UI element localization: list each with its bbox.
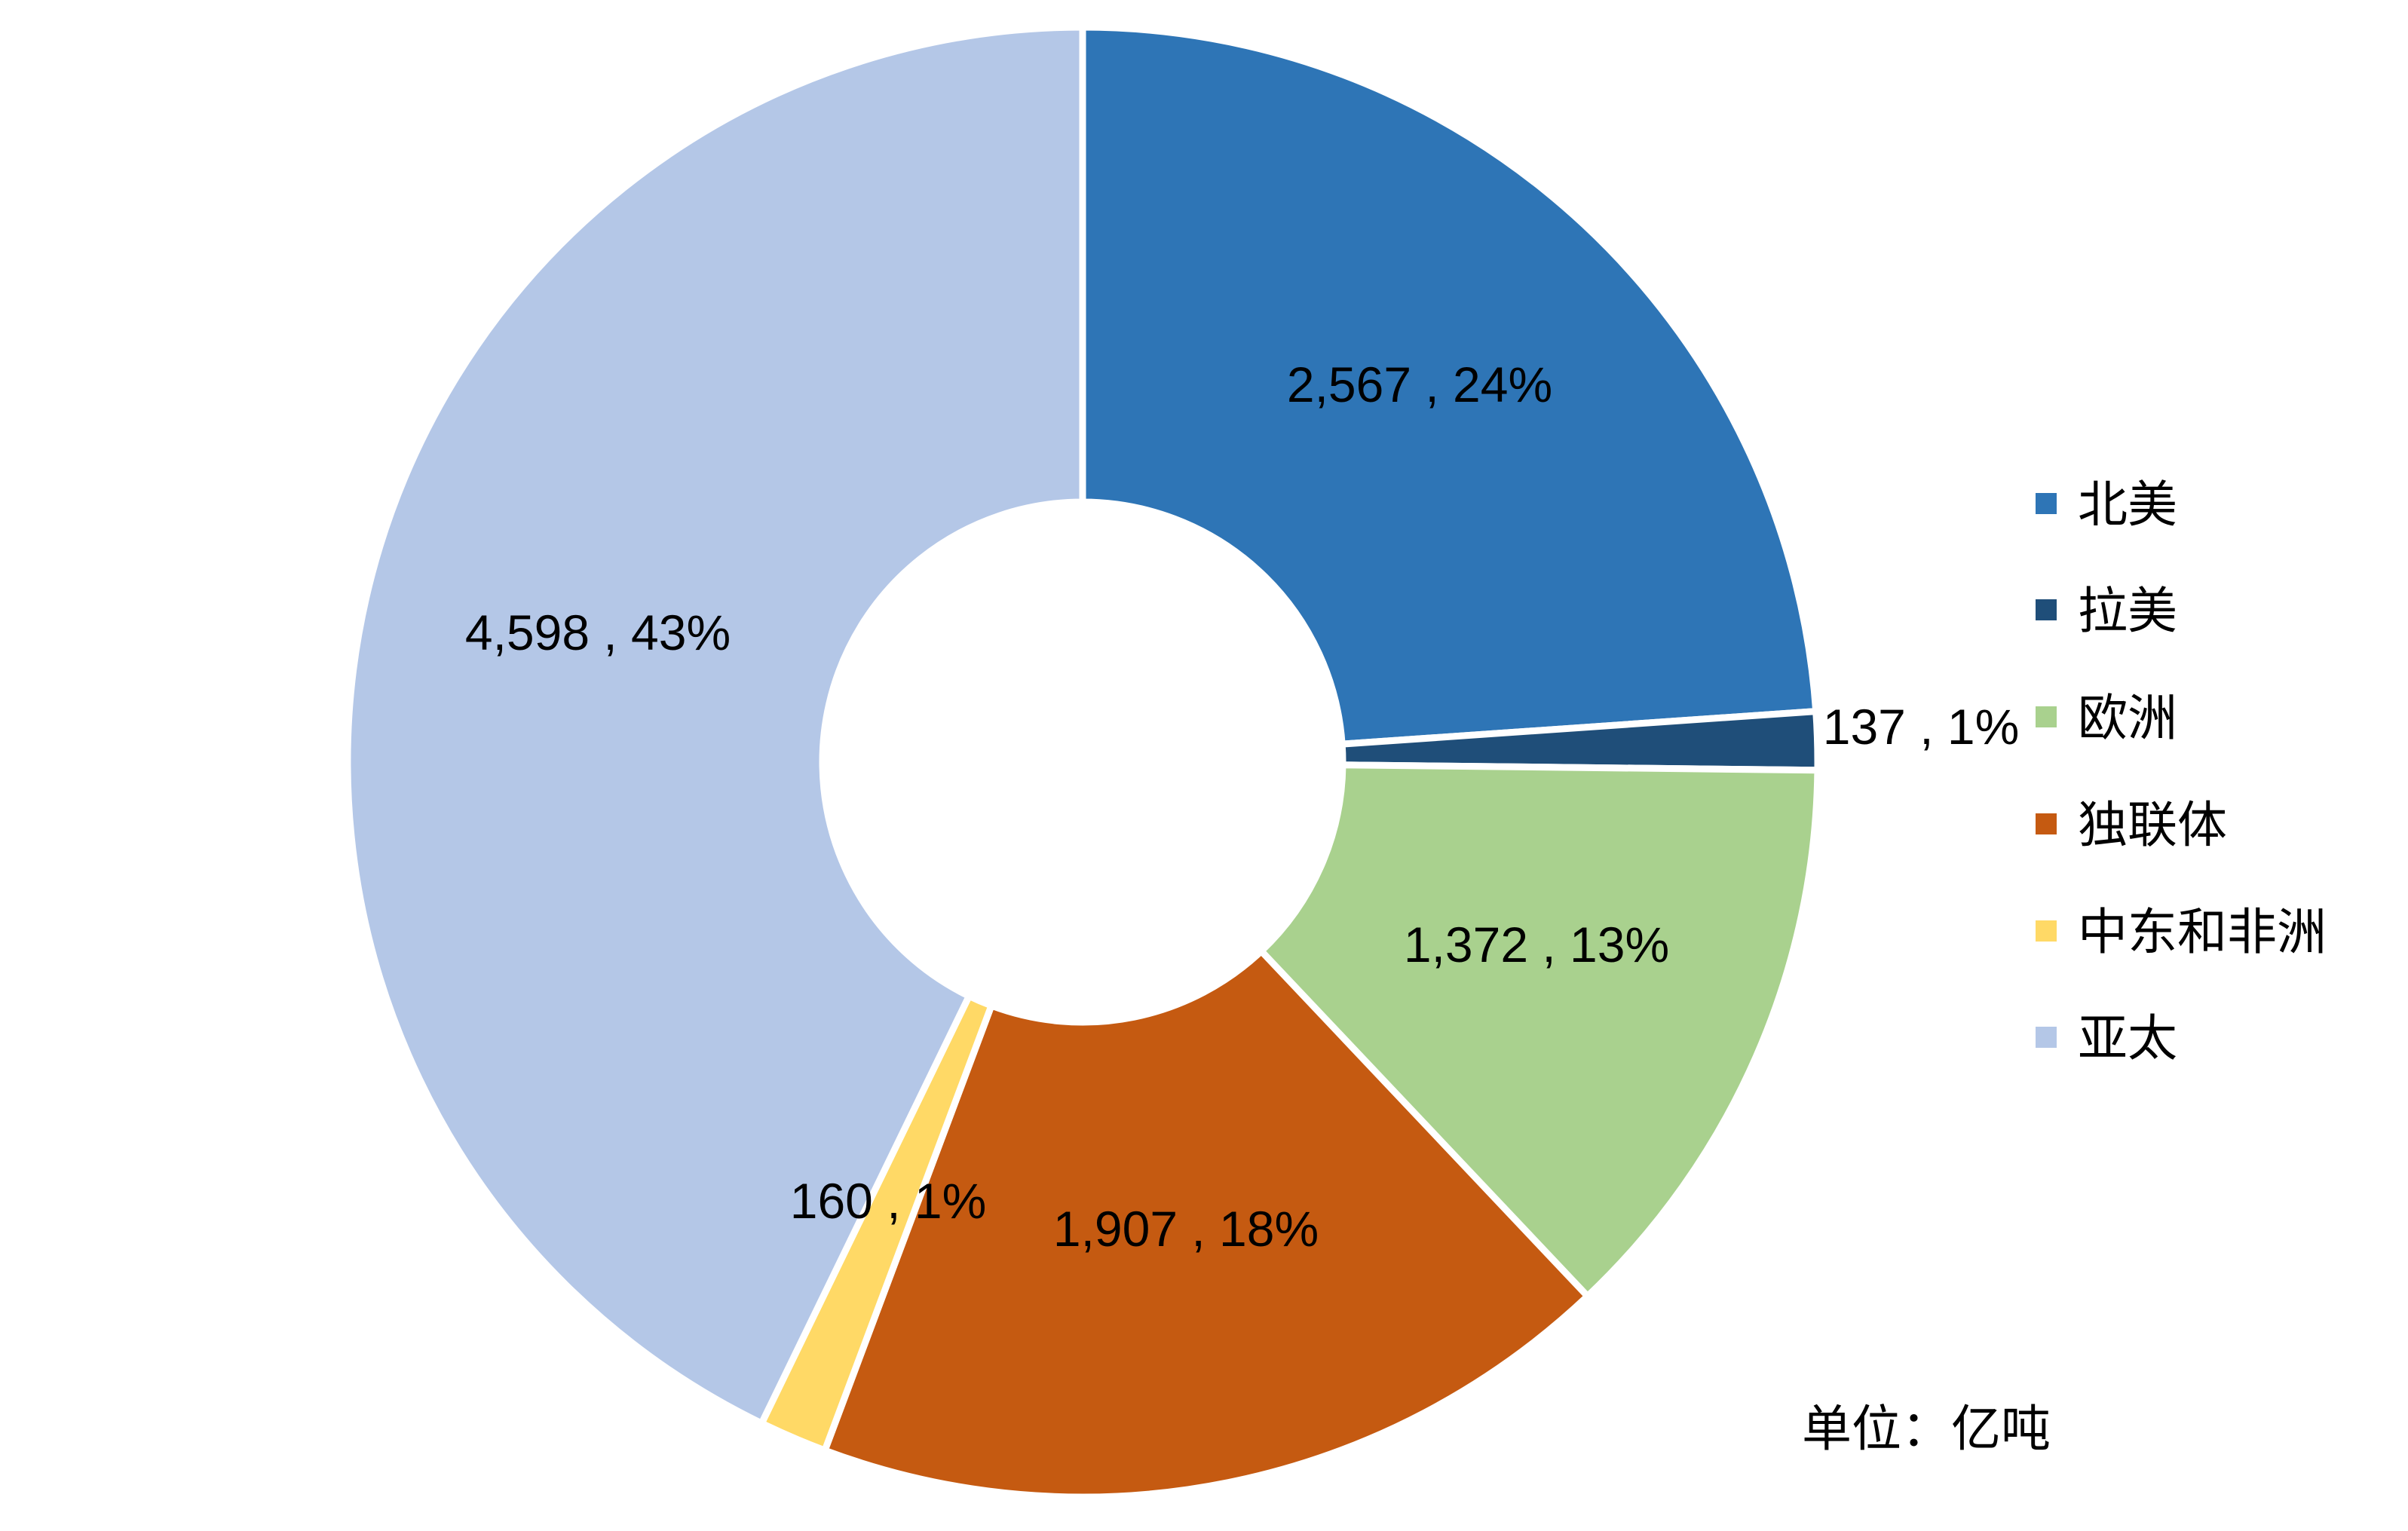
data-label-latin-america: 137 , 1% xyxy=(1823,699,2020,755)
slice-europe xyxy=(1258,761,1821,1300)
legend-label-asia-pacific: 亚太 xyxy=(2078,1009,2177,1067)
legend-label-middle-east-africa: 中东和非洲 xyxy=(2078,903,2327,961)
slice-asia-pacific xyxy=(344,23,1086,1427)
legend-item-europe: 欧洲 xyxy=(2036,689,2177,747)
legend-item-north-america: 北美 xyxy=(2036,476,2177,534)
legend: 北美 拉美 欧洲 独联体 中东和非洲 亚太 xyxy=(2036,476,2327,1067)
data-label-north-america: 2,567 , 24% xyxy=(1287,357,1552,412)
legend-label-europe: 欧洲 xyxy=(2078,689,2177,747)
legend-item-cis: 独联体 xyxy=(2036,796,2227,854)
legend-swatch-middle-east-africa xyxy=(2036,920,2057,942)
unit-label: 单位：亿吨 xyxy=(1802,1400,2051,1458)
legend-item-middle-east-africa: 中东和非洲 xyxy=(2036,903,2327,961)
legend-swatch-europe xyxy=(2036,706,2057,727)
slice-cis xyxy=(821,948,1592,1501)
legend-swatch-asia-pacific xyxy=(2036,1027,2057,1048)
legend-swatch-cis xyxy=(2036,813,2057,834)
legend-swatch-north-america xyxy=(2036,493,2057,514)
legend-item-asia-pacific: 亚太 xyxy=(2036,1009,2177,1067)
slice-north-america xyxy=(1079,23,1820,748)
data-label-middle-east-africa: 160 , 1% xyxy=(790,1173,987,1229)
legend-swatch-latin-america xyxy=(2036,599,2057,620)
legend-label-north-america: 北美 xyxy=(2078,476,2177,534)
legend-label-latin-america: 拉美 xyxy=(2078,582,2177,640)
data-label-cis: 1,907 , 18% xyxy=(1053,1201,1319,1257)
data-label-europe: 1,372 , 13% xyxy=(1404,917,1669,972)
data-label-asia-pacific: 4,598 , 43% xyxy=(465,605,731,660)
legend-item-latin-america: 拉美 xyxy=(2036,582,2177,640)
data-labels: 2,567 , 24% 137 , 1% 1,372 , 13% 1,907 ,… xyxy=(465,357,2019,1257)
legend-label-cis: 独联体 xyxy=(2078,796,2227,854)
donut-slices xyxy=(344,23,1821,1501)
